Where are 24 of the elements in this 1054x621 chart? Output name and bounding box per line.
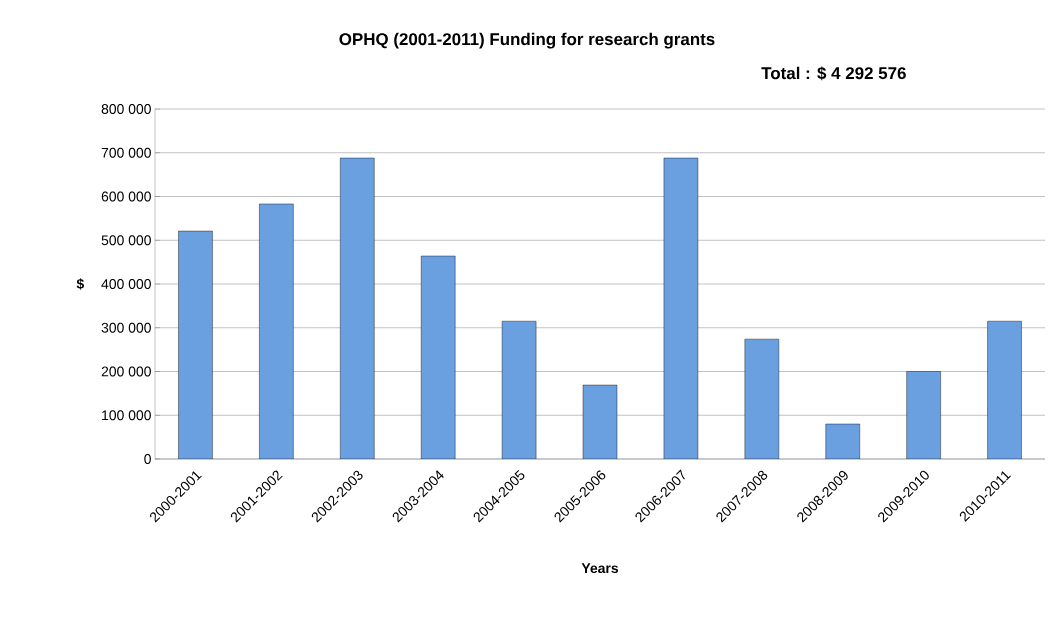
y-tick-label: 100 000 bbox=[102, 410, 151, 421]
y-tick-label: 700 000 bbox=[101, 147, 151, 158]
y-tick-label: 400 000 bbox=[101, 279, 151, 289]
y-tick-label: 200 000 bbox=[101, 366, 151, 377]
x-axis-title: Years bbox=[581, 563, 619, 574]
bar bbox=[663, 157, 699, 459]
y-tick-label: 0 bbox=[144, 454, 151, 464]
bar bbox=[340, 157, 375, 459]
bar bbox=[178, 230, 213, 459]
bar bbox=[420, 255, 456, 459]
bar bbox=[744, 338, 780, 459]
bar bbox=[501, 320, 537, 459]
y-tick-label: 800 000 bbox=[101, 104, 151, 114]
y-tick-label: 600 000 bbox=[101, 191, 151, 202]
bar bbox=[825, 423, 860, 459]
y-tick-label: 300 000 bbox=[101, 322, 151, 333]
chart-title: OPHQ (2001-2011) Funding for research grants bbox=[339, 32, 715, 49]
bar bbox=[259, 203, 294, 459]
bar bbox=[582, 384, 618, 459]
y-axis-title: $ bbox=[76, 278, 85, 290]
bar bbox=[906, 371, 941, 459]
bar bbox=[987, 320, 1022, 459]
chart-subtitle: Total : $ 4 292 576 bbox=[761, 66, 906, 81]
y-tick-label: 500 000 bbox=[101, 235, 151, 246]
